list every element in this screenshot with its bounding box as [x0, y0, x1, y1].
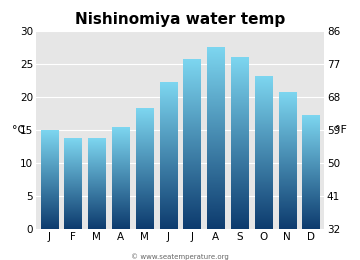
Y-axis label: °C: °C	[12, 125, 25, 135]
Y-axis label: °F: °F	[336, 125, 347, 135]
Title: Nishinomiya water temp: Nishinomiya water temp	[75, 12, 285, 27]
Text: © www.seatemperature.org: © www.seatemperature.org	[131, 253, 229, 260]
